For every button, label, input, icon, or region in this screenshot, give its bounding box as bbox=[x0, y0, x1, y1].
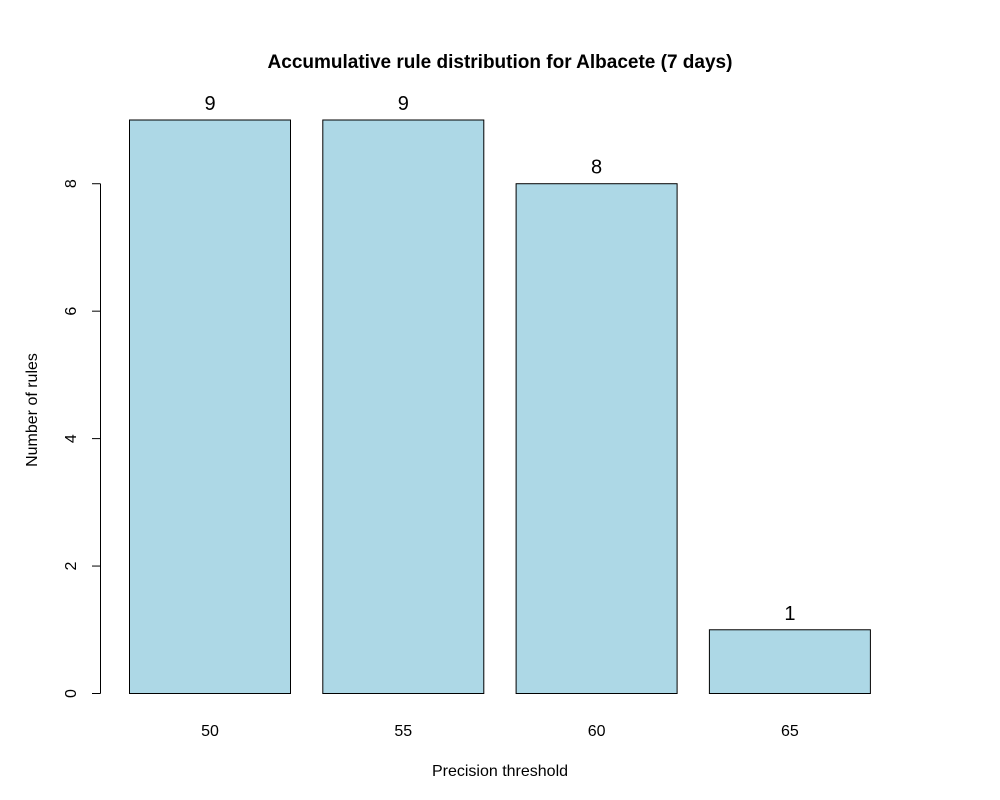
bar bbox=[708, 629, 871, 694]
bar-value-label: 9 bbox=[398, 93, 409, 115]
chart-title: Accumulative rule distribution for Albac… bbox=[268, 52, 733, 73]
x-tick-label: 55 bbox=[394, 723, 412, 740]
bar-value-label: 8 bbox=[591, 157, 602, 179]
y-axis-label: Number of rules bbox=[24, 353, 41, 467]
y-axis: 0 2 4 6 8 bbox=[63, 179, 101, 698]
x-tick-label: 60 bbox=[588, 723, 606, 740]
x-axis-label: Precision threshold bbox=[432, 763, 568, 780]
y-tick-label: 4 bbox=[63, 434, 80, 443]
y-tick-label: 2 bbox=[63, 562, 80, 571]
x-tick-label: 50 bbox=[201, 723, 219, 740]
x-tick-labels: 50 55 60 65 bbox=[201, 723, 799, 740]
bar-value-label: 9 bbox=[204, 93, 215, 115]
bars-group: 9 9 8 1 bbox=[129, 93, 871, 694]
x-tick-label: 65 bbox=[781, 723, 799, 740]
bar bbox=[129, 119, 291, 694]
bar bbox=[515, 183, 678, 694]
y-tick-label: 0 bbox=[63, 689, 80, 698]
bar bbox=[322, 119, 485, 694]
y-tick-label: 6 bbox=[63, 307, 80, 316]
y-tick-label: 8 bbox=[63, 179, 80, 188]
bar-value-label: 1 bbox=[784, 603, 795, 625]
